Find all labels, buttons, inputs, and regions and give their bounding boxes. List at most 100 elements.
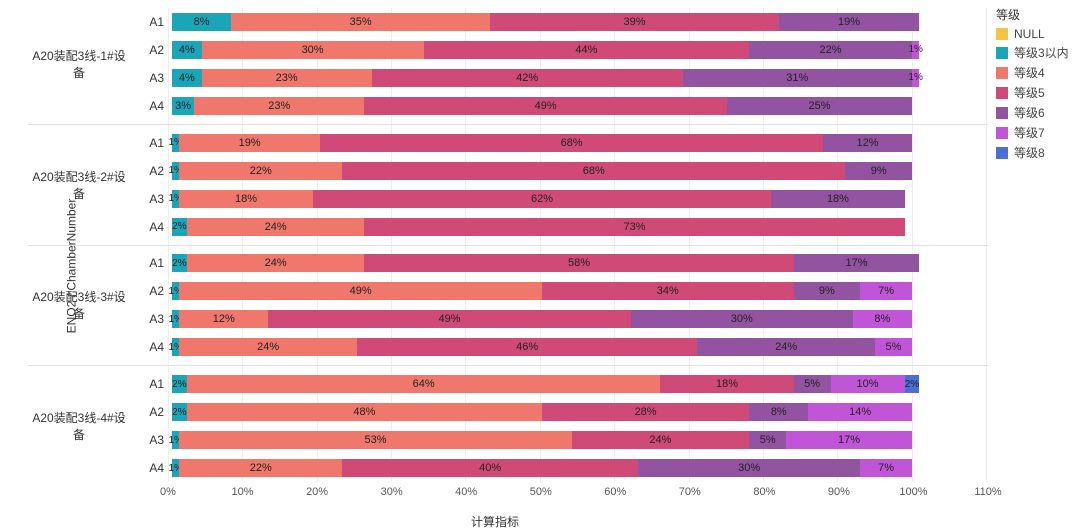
subrows: A11%19%68%12%A21%22%68%9%A31%18%62%18%A4… xyxy=(134,125,988,245)
bar-segment[interactable]: 1% xyxy=(172,459,179,477)
bar-segment[interactable]: 24% xyxy=(697,338,875,356)
bar-segment[interactable]: 12% xyxy=(823,134,912,152)
bar-segment[interactable]: 46% xyxy=(357,338,697,356)
bar-segment[interactable]: 8% xyxy=(749,403,808,421)
bar-row: A18%35%39%19% xyxy=(134,11,988,33)
x-tick: 110% xyxy=(974,486,1001,498)
bar-segment[interactable]: 4% xyxy=(172,41,202,59)
bar-segment[interactable]: 4% xyxy=(172,69,202,87)
bar-segment[interactable]: 2% xyxy=(905,375,920,393)
sub-label: A4 xyxy=(134,461,172,475)
bar-segment[interactable]: 30% xyxy=(638,459,860,477)
group-label: A20装配3线-4#设备 xyxy=(28,366,134,486)
bar-segment[interactable]: 62% xyxy=(313,190,772,208)
bar-track: 4%23%42%31%1% xyxy=(172,69,986,87)
bar-segment[interactable]: 19% xyxy=(179,134,320,152)
bar-segment[interactable]: 19% xyxy=(779,13,920,31)
bar-segment[interactable]: 1% xyxy=(172,282,179,300)
bar-segment[interactable]: 24% xyxy=(572,431,750,449)
bar-segment[interactable]: 22% xyxy=(179,162,342,180)
bar-segment[interactable]: 18% xyxy=(179,190,312,208)
legend-item[interactable]: 等级8 xyxy=(996,144,1076,161)
bar-segment[interactable]: 28% xyxy=(542,403,749,421)
bar-segment[interactable]: 5% xyxy=(794,375,831,393)
subrows: A12%24%58%17%A21%49%34%9%7%A31%12%49%30%… xyxy=(134,246,988,366)
bar-segment[interactable]: 73% xyxy=(364,218,904,236)
bar-segment[interactable]: 18% xyxy=(660,375,793,393)
legend-item[interactable]: NULL xyxy=(996,27,1076,41)
sub-label: A1 xyxy=(134,377,172,391)
legend-item[interactable]: 等级4 xyxy=(996,64,1076,81)
bar-row: A31%53%24%5%17% xyxy=(134,429,988,451)
bar-segment[interactable]: 8% xyxy=(853,310,912,328)
bar-segment[interactable]: 2% xyxy=(172,254,187,272)
bar-segment[interactable]: 49% xyxy=(268,310,631,328)
bar-segment[interactable]: 17% xyxy=(794,254,920,272)
bar-segment[interactable]: 1% xyxy=(172,134,179,152)
bar-segment[interactable]: 1% xyxy=(912,69,919,87)
bar-segment[interactable]: 42% xyxy=(372,69,683,87)
bar-row: A21%22%68%9% xyxy=(134,160,988,182)
bar-segment[interactable]: 5% xyxy=(749,431,786,449)
sub-label: A3 xyxy=(134,71,172,85)
legend-swatch xyxy=(996,47,1008,59)
bar-segment[interactable]: 14% xyxy=(808,403,912,421)
legend-items: NULL 等级3以内等级4 等级5 等级6 等级7 等级8 xyxy=(996,27,1076,161)
bar-segment[interactable]: 2% xyxy=(172,218,187,236)
bar-segment[interactable]: 34% xyxy=(542,282,794,300)
bar-segment[interactable]: 1% xyxy=(172,310,179,328)
legend-item[interactable]: 等级7 xyxy=(996,124,1076,141)
bar-segment[interactable]: 49% xyxy=(364,97,727,115)
bar-segment[interactable]: 24% xyxy=(187,218,365,236)
bar-segment[interactable]: 22% xyxy=(179,459,342,477)
legend-item[interactable]: 等级5 xyxy=(996,84,1076,101)
legend-swatch xyxy=(996,107,1008,119)
bar-segment[interactable]: 1% xyxy=(912,41,919,59)
legend-item[interactable]: 等级6 xyxy=(996,104,1076,121)
bar-segment[interactable]: 1% xyxy=(172,431,179,449)
bar-segment[interactable]: 48% xyxy=(187,403,542,421)
bar-segment[interactable]: 9% xyxy=(794,282,861,300)
bar-segment[interactable]: 49% xyxy=(179,282,542,300)
bar-segment[interactable]: 9% xyxy=(845,162,912,180)
bar-track: 1%24%46%24%5% xyxy=(172,338,986,356)
bar-segment[interactable]: 1% xyxy=(172,338,179,356)
bar-row: A43%23%49%25% xyxy=(134,95,988,117)
bar-segment[interactable]: 58% xyxy=(364,254,793,272)
bar-segment[interactable]: 64% xyxy=(187,375,661,393)
bar-segment[interactable]: 10% xyxy=(831,375,905,393)
bar-segment[interactable]: 12% xyxy=(179,310,268,328)
bar-segment[interactable]: 8% xyxy=(172,13,231,31)
bar-segment[interactable]: 5% xyxy=(875,338,912,356)
legend-label: NULL xyxy=(1014,27,1045,41)
bar-segment[interactable]: 30% xyxy=(631,310,853,328)
bar-segment[interactable]: 24% xyxy=(187,254,365,272)
bar-segment[interactable]: 23% xyxy=(194,97,364,115)
legend-item[interactable]: 等级3以内 xyxy=(996,44,1076,61)
bar-segment[interactable]: 7% xyxy=(860,459,912,477)
bar-segment[interactable]: 17% xyxy=(786,431,912,449)
bar-segment[interactable]: 35% xyxy=(231,13,490,31)
bar-segment[interactable]: 2% xyxy=(172,375,187,393)
bar-segment[interactable]: 23% xyxy=(202,69,372,87)
bar-track: 2%24%58%17% xyxy=(172,254,986,272)
bar-segment[interactable]: 7% xyxy=(860,282,912,300)
bar-segment[interactable]: 31% xyxy=(683,69,912,87)
bar-segment[interactable]: 22% xyxy=(749,41,912,59)
sub-label: A1 xyxy=(134,15,172,29)
bar-segment[interactable]: 18% xyxy=(771,190,904,208)
bar-segment[interactable]: 68% xyxy=(320,134,823,152)
bar-segment[interactable]: 3% xyxy=(172,97,194,115)
sub-label: A1 xyxy=(134,136,172,150)
bar-segment[interactable]: 1% xyxy=(172,190,179,208)
bar-segment[interactable]: 24% xyxy=(179,338,357,356)
bar-segment[interactable]: 53% xyxy=(179,431,571,449)
bar-segment[interactable]: 68% xyxy=(342,162,845,180)
bar-segment[interactable]: 40% xyxy=(342,459,638,477)
bar-segment[interactable]: 39% xyxy=(490,13,779,31)
bar-segment[interactable]: 30% xyxy=(202,41,424,59)
bar-segment[interactable]: 44% xyxy=(424,41,750,59)
bar-segment[interactable]: 1% xyxy=(172,162,179,180)
bar-segment[interactable]: 2% xyxy=(172,403,187,421)
bar-segment[interactable]: 25% xyxy=(727,97,912,115)
